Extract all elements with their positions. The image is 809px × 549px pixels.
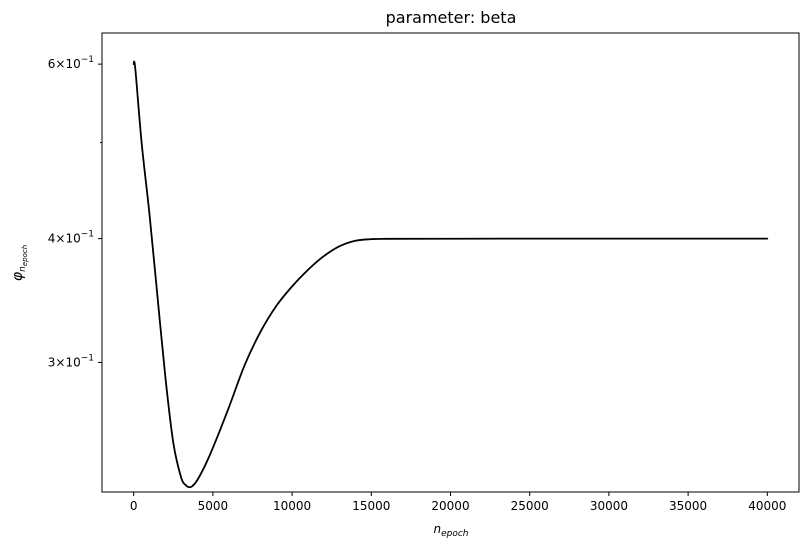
x-tick-label: 35000 xyxy=(669,499,707,513)
plot-area: 0 5000 10000 15000 20000 25000 30000 35000 40000… xyxy=(48,55,787,513)
x-tick-label: 0 xyxy=(130,499,138,513)
x-tick-label: 5000 xyxy=(198,499,229,513)
x-tick-label: 30000 xyxy=(590,499,628,513)
x-tick-label: 40000 xyxy=(748,499,786,513)
x-tick-label: 20000 xyxy=(431,499,469,513)
y-tick-label: 4×10−1 xyxy=(48,230,94,246)
x-tick-label: 10000 xyxy=(273,499,311,513)
x-axis-label: nepoch xyxy=(433,522,468,539)
y-tick-label: 6×10−1 xyxy=(48,55,94,71)
y-tick-label: 3×10−1 xyxy=(48,353,94,369)
chart-title: parameter: beta xyxy=(386,8,517,27)
y-axis-label: φnepoch xyxy=(10,245,29,281)
axes-frame xyxy=(101,32,800,493)
svg-text:φnepoch: φnepoch xyxy=(10,245,29,281)
series-line xyxy=(132,60,769,489)
x-tick-label: 15000 xyxy=(352,499,390,513)
x-tick-label: 25000 xyxy=(511,499,549,513)
